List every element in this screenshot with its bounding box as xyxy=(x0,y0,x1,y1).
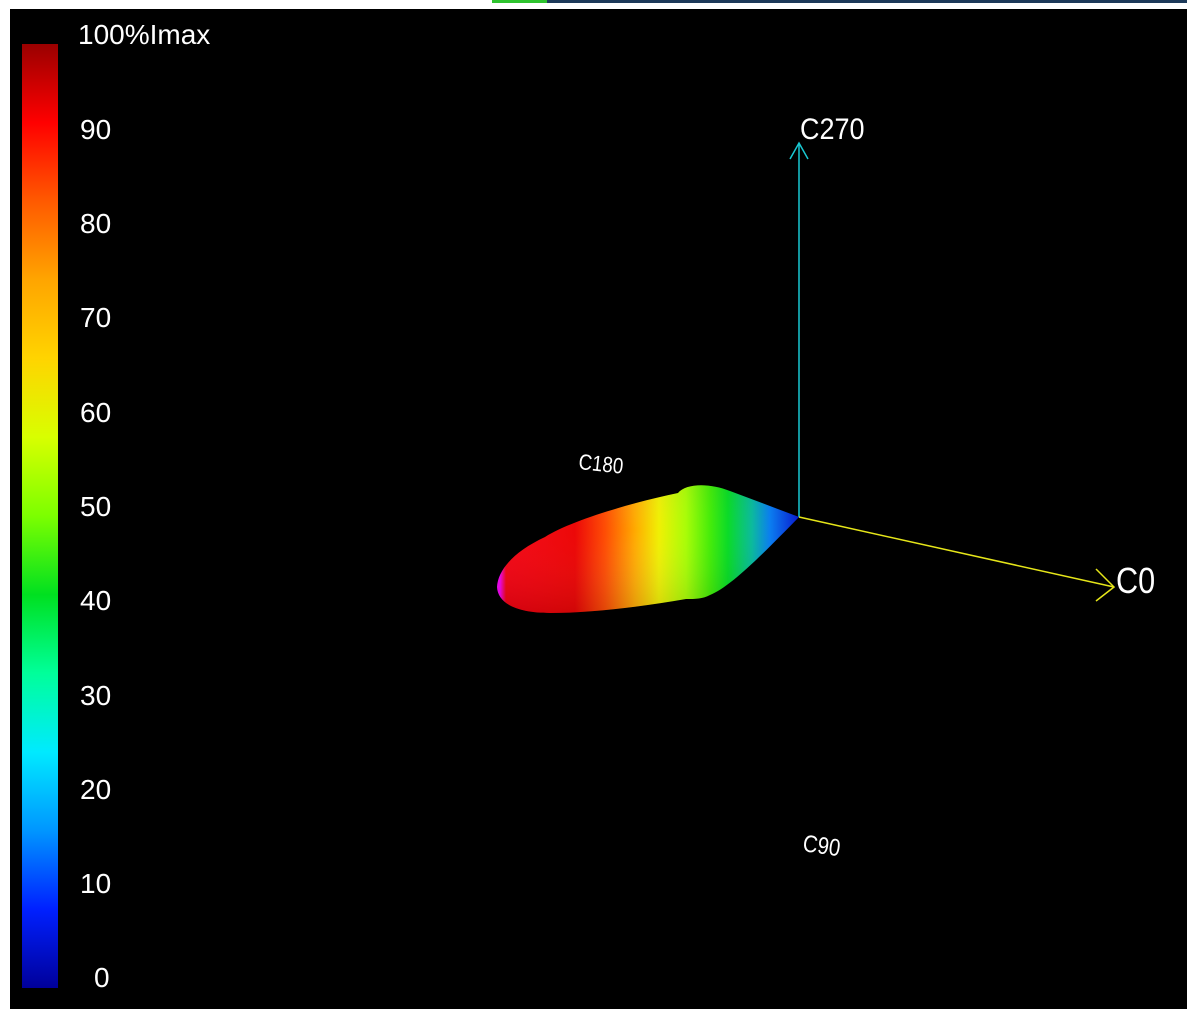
legend-tick-50: 50 xyxy=(80,491,112,522)
c90-label: C90 xyxy=(801,830,842,862)
legend-title: 100%Imax xyxy=(78,19,211,50)
top-accent-strip xyxy=(492,0,1187,6)
legend-tick-70: 70 xyxy=(80,302,112,333)
legend-tick-90: 90 xyxy=(80,114,112,145)
c270-arrowhead xyxy=(789,141,809,160)
c0-arrowhead xyxy=(1095,568,1116,602)
c180-label: C180 xyxy=(577,451,624,479)
c0-axis-line xyxy=(798,516,1115,588)
light-distribution-scene: C270 C0 C180 C90 xyxy=(497,113,1155,862)
c0-label: C0 xyxy=(1116,562,1155,602)
legend-tick-20: 20 xyxy=(80,774,112,805)
legend-tick-60: 60 xyxy=(80,397,112,428)
legend-tick-0: 0 xyxy=(94,962,110,993)
photometric-3d-viewport[interactable]: 100%Imax 90 80 70 60 50 40 30 20 10 0 xyxy=(10,9,1187,1009)
legend-tick-40: 40 xyxy=(80,585,112,616)
intensity-solid-shading xyxy=(497,485,799,613)
legend-tick-80: 80 xyxy=(80,208,112,239)
accent-green-segment xyxy=(492,0,547,3)
accent-navy-segment xyxy=(547,0,1187,3)
legend-tick-10: 10 xyxy=(80,868,112,899)
intensity-color-scale xyxy=(22,44,58,988)
c270-label: C270 xyxy=(800,113,864,147)
legend-tick-30: 30 xyxy=(80,680,112,711)
